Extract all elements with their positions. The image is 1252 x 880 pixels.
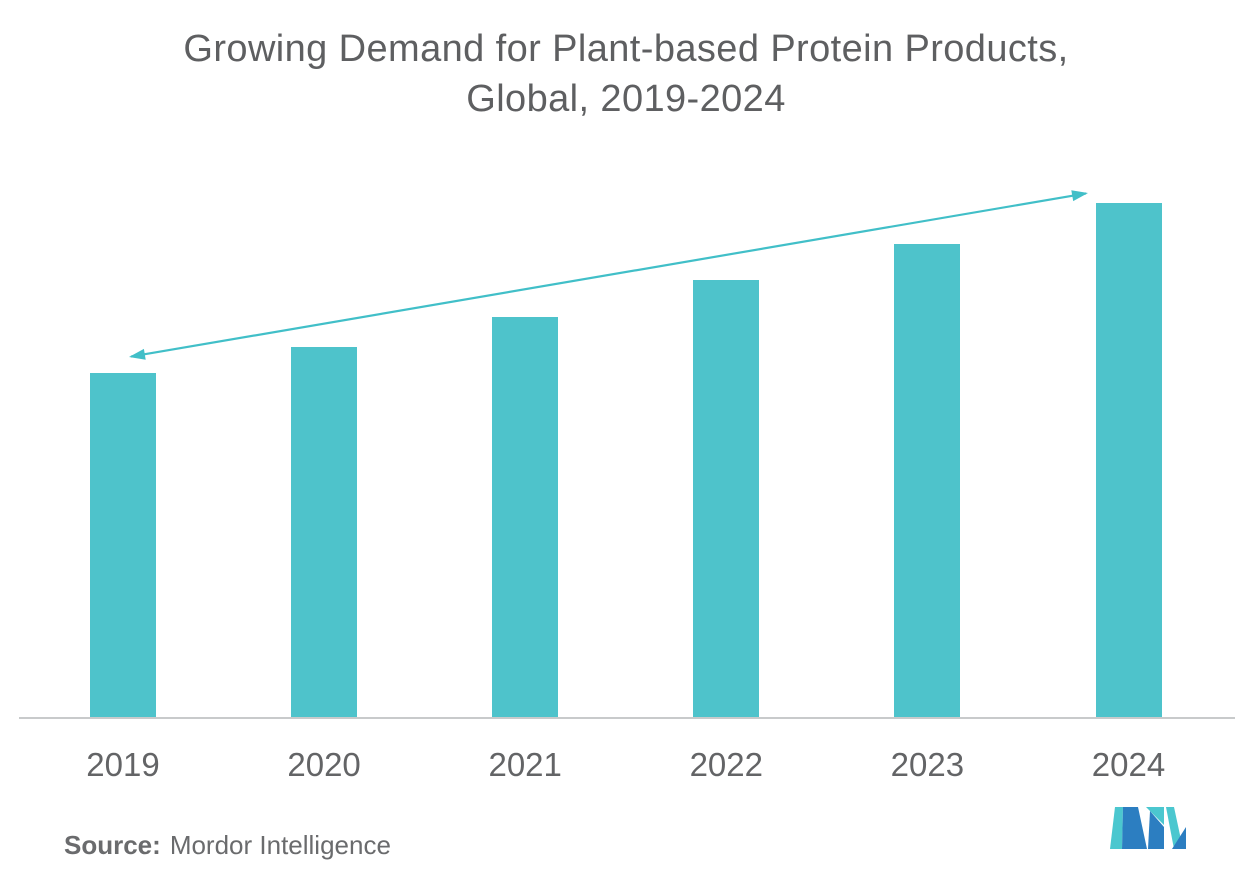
x-axis-label-2019: 2019 (86, 746, 160, 783)
chart-title-line1: Growing Demand for Plant-based Protein P… (183, 28, 1069, 70)
chart-title: Growing Demand for Plant-based Protein P… (0, 24, 1252, 124)
x-axis-label-2024: 2024 (1091, 746, 1166, 783)
logo-right-blue-triangle (1172, 827, 1186, 849)
bar-2024 (1095, 203, 1162, 719)
bar-2019 (90, 373, 156, 719)
x-axis-label-2021: 2021 (488, 746, 562, 783)
source-note: Source: Mordor Intelligence (64, 830, 391, 861)
logo-left-blue-band (1122, 807, 1147, 849)
x-axis-label-2023: 2023 (890, 746, 965, 783)
bar-2023 (894, 244, 961, 719)
logo-middle-teal-triangle (1146, 807, 1164, 825)
chart-title-line2: Global, 2019-2024 (466, 78, 786, 120)
source-text: Mordor Intelligence (169, 830, 391, 860)
trend-arrow-head-left-icon (129, 348, 146, 360)
x-axis-label-2022: 2022 (689, 746, 763, 783)
logo-middle-blue-band (1148, 811, 1164, 849)
mordor-intelligence-logo-icon (1110, 807, 1186, 849)
bar-2022 (693, 280, 760, 719)
source-label: Source: (64, 830, 161, 860)
bar-2020 (291, 347, 358, 719)
trend-arrow-head-right-icon (1071, 190, 1088, 202)
bar-2021 (492, 317, 559, 719)
x-axis-line (19, 717, 1235, 719)
x-axis-label-2020: 2020 (287, 746, 361, 783)
logo-left-teal-band (1110, 807, 1123, 849)
